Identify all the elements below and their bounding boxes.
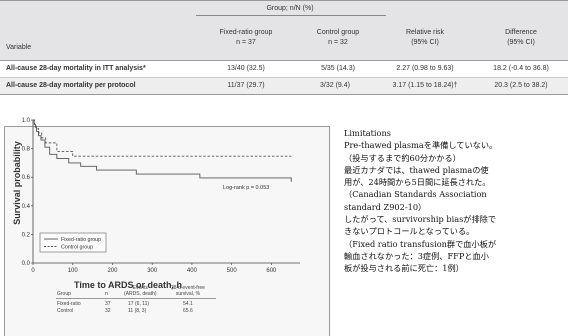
group-header-rule <box>196 15 386 16</box>
notes-line: 最近カナダでは、thawed plasmaの使 <box>344 164 489 175</box>
x-tick-label: 500 <box>227 268 238 274</box>
x-tick-label: 400 <box>187 268 198 274</box>
row1-rr: 2.27 (0.98 to 9.63) <box>396 65 454 72</box>
control-survival-line <box>33 119 292 157</box>
row1-fixed: 13/40 (32.5) <box>227 65 265 72</box>
col-diff-line2: (95% CI) <box>507 39 535 46</box>
row2-control: 3/32 (9.4) <box>320 82 350 89</box>
notes-line: したがって、survivorship biasが排除で <box>344 214 497 225</box>
limitations-notes: Limitations Pre-thawed plasmaを準備していない。 （投与… <box>344 127 566 275</box>
col-rr-line2: (95% CI) <box>411 39 439 46</box>
notes-line: 用が、24時間から5日間に延長された。 <box>344 177 491 188</box>
notes-line: きないプロトコールとなっている。 <box>344 226 475 237</box>
col-fixed-line2: n = 37 <box>236 39 256 46</box>
notes-line: 輸血されなかった：3症例、FFPと血小 <box>344 250 489 261</box>
col-rr-line1: Relative risk <box>405 29 445 36</box>
col-diff-line1: Difference <box>505 29 537 36</box>
results-table: Group; n/N (%) Variable Fixed-ratio grou… <box>0 0 568 96</box>
group-header: Group; n/N (%) <box>266 5 314 12</box>
table-bottom-rule <box>0 94 568 95</box>
y-tick-label: 0.4 <box>22 204 31 210</box>
table-row <box>0 61 568 77</box>
y-tick-label: 0.8 <box>22 147 31 153</box>
notes-heading: Limitations <box>344 128 391 138</box>
x-tick-label: 300 <box>147 268 158 274</box>
risk-header-survival: 28-d event-free survival, % <box>171 285 205 297</box>
row1-variable: All-cause 28-day mortality in ITT analys… <box>6 65 146 72</box>
legend-control-label: Control group <box>61 245 93 251</box>
table-header-band <box>0 0 568 60</box>
risk-row1-n: 37 <box>105 301 111 307</box>
notes-line: （投与するまで約60分かかる） <box>344 152 461 163</box>
notes-line: （Canadian Standards Association <box>344 189 487 200</box>
legend-box <box>39 232 107 253</box>
x-tick-label: 600 <box>266 268 277 274</box>
risk-row2-events: 11 (8, 3) <box>128 308 147 314</box>
kaplan-meier-figure: 0.0 0.2 0.4 0.6 0.8 1.0 0 100 200 300 400 500 600 Su… <box>0 100 330 336</box>
risk-row2-group: Control <box>57 308 74 314</box>
y-tick-label: 0.2 <box>22 232 31 238</box>
table-top-rule <box>0 0 568 1</box>
risk-row1-events: 17 (6, 11) <box>128 301 150 307</box>
table-header-rule <box>0 60 568 61</box>
y-tick-label: 0.0 <box>22 261 31 267</box>
col-fixed-line1: Fixed-ratio group <box>219 29 273 36</box>
risk-row1-group: Fixed-ratio <box>57 301 81 307</box>
y-axis-label: Survival probability <box>12 141 22 225</box>
risk-row2-n: 32 <box>105 308 111 314</box>
y-tick-label: 0.6 <box>22 175 31 181</box>
y-tick-label: 1.0 <box>22 118 31 124</box>
notes-line: （Fixed ratio transfusion群で血小板が <box>344 238 497 249</box>
risk-header-n: n <box>105 291 108 297</box>
row2-rr: 3.17 (1.15 to 18.24)† <box>392 82 458 89</box>
risk-table-rule <box>56 298 216 299</box>
survival-chart: 0.0 0.2 0.4 0.6 0.8 1.0 0 100 200 300 400 500 600 Su… <box>12 118 300 290</box>
fixed-ratio-survival-line <box>33 119 292 182</box>
x-tick-label: 0 <box>31 268 35 274</box>
x-tick-label: 200 <box>107 268 118 274</box>
row2-fixed: 11/37 (29.7) <box>227 82 265 89</box>
x-tick-label: 100 <box>68 268 79 274</box>
risk-header-events: Events (ARDS, death) <box>124 285 157 297</box>
legend-fixed-label: Fixed-ratio group <box>61 237 101 243</box>
logrank-annotation: Log-rank p = 0.053 <box>223 185 269 191</box>
col-control-line2: n = 32 <box>328 39 348 46</box>
col-variable: Variable <box>6 44 32 51</box>
notes-line: standard Z902-10） <box>344 201 427 212</box>
row-divider <box>0 77 568 78</box>
row2-variable: All-cause 28-day mortality per protocol <box>6 82 136 89</box>
x-axis-label: Time to ARDS or death, h <box>74 280 182 290</box>
table-row <box>0 78 568 94</box>
figure-frame <box>4 126 330 336</box>
col-control-line1: Control group <box>316 29 360 36</box>
risk-row2-survival: 65.6 <box>183 308 193 314</box>
row1-diff: 18.2 (-0.4 to 36.8) <box>493 65 549 72</box>
row2-diff: 20.3 (2.5 to 38.2) <box>494 82 548 89</box>
notes-line: 板が投与される前に死亡：1例） <box>344 263 464 274</box>
risk-header-group: Group <box>57 291 71 297</box>
notes-line: Pre-thawed plasmaを準備していない。 <box>344 140 498 151</box>
risk-row1-survival: 54.1 <box>183 301 193 307</box>
row1-control: 5/35 (14.3) <box>321 65 355 72</box>
